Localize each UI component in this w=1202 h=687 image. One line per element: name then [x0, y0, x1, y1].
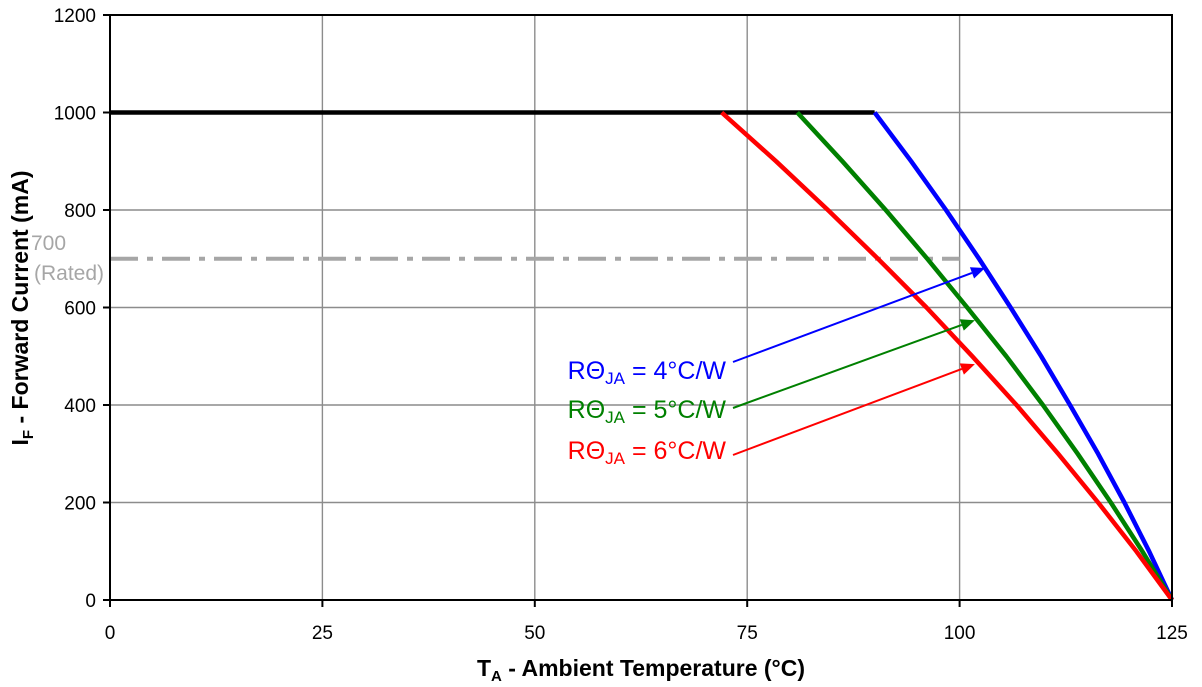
- x-tick-label: 75: [737, 623, 758, 644]
- y-tick-label: 200: [64, 494, 96, 515]
- annotation-rth-6-main: RΘ: [568, 437, 606, 465]
- derating-curve-green: [795, 110, 1174, 602]
- x-axis-title: TA - Ambient Temperature (°C): [477, 655, 805, 685]
- y-axis-title: IF - Forward Current (mA): [7, 171, 37, 446]
- x-tick-label: 0: [105, 623, 116, 644]
- axis-tick-marks: [103, 14, 1173, 607]
- x-tick-label: 100: [944, 623, 976, 644]
- y-tick-label: 1200: [54, 6, 96, 27]
- annotation-rth-5-main: RΘ: [568, 396, 606, 424]
- y-tick-labels: 0 200 400 600 800 1000 1200: [54, 6, 96, 612]
- y-tick-label: 600: [64, 299, 96, 320]
- annotation-arrow-shaft: [732, 271, 973, 363]
- annotation-arrow-head: [959, 363, 975, 375]
- y-tick-label: 800: [64, 201, 96, 222]
- y-axis-title-text: - Forward Current (mA): [7, 171, 33, 430]
- rated-caption-label: (Rated): [34, 262, 104, 285]
- y-tick-label: 1000: [54, 104, 96, 125]
- rated-value-label: 700: [31, 232, 66, 255]
- annotation-arrow-shaft: [732, 324, 963, 409]
- annotation-arrow-head: [959, 319, 975, 331]
- y-tick-label: 400: [64, 396, 96, 417]
- y-axis-title-symbol: I: [7, 439, 33, 445]
- annotation-rth-5-value: = 5°C/W: [625, 396, 726, 424]
- x-axis-title-symbol: T: [477, 655, 491, 681]
- gridlines: [110, 15, 1172, 600]
- annotation-arrow-head: [969, 267, 986, 279]
- annotation-rth-4-subscript: JA: [605, 369, 626, 388]
- plot-area-border: [109, 14, 1173, 601]
- derating-curve-blue: [872, 111, 1175, 601]
- x-tick-label: 25: [312, 623, 333, 644]
- y-tick-label: 0: [85, 591, 96, 612]
- x-axis-title-subscript: A: [491, 668, 502, 685]
- y-axis-title-subscript: F: [20, 430, 37, 439]
- annotation-rth-6-subscript: JA: [605, 449, 626, 468]
- annotation-rth-6: RΘJA = 6°C/W: [568, 437, 727, 468]
- annotation-arrow-shaft: [732, 368, 963, 456]
- annotation-rth-6-value: = 6°C/W: [625, 437, 726, 465]
- annotation-rth-5: RΘJA = 5°C/W: [568, 396, 727, 427]
- annotation-rth-5-subscript: JA: [605, 408, 626, 427]
- x-tick-label: 50: [524, 623, 545, 644]
- series-lines: [110, 110, 1175, 602]
- x-tick-labels: 0 25 50 75 100 125: [105, 623, 1188, 644]
- x-tick-label: 125: [1156, 623, 1188, 644]
- annotation-rth-4-value: = 4°C/W: [625, 357, 726, 385]
- derating-curve-red: [720, 110, 1174, 602]
- annotation-rth-4: RΘJA = 4°C/W: [568, 357, 727, 388]
- annotation-rth-4-main: RΘ: [568, 357, 606, 385]
- x-axis-title-text: - Ambient Temperature (°C): [502, 655, 805, 681]
- annotation-arrows: [732, 267, 986, 456]
